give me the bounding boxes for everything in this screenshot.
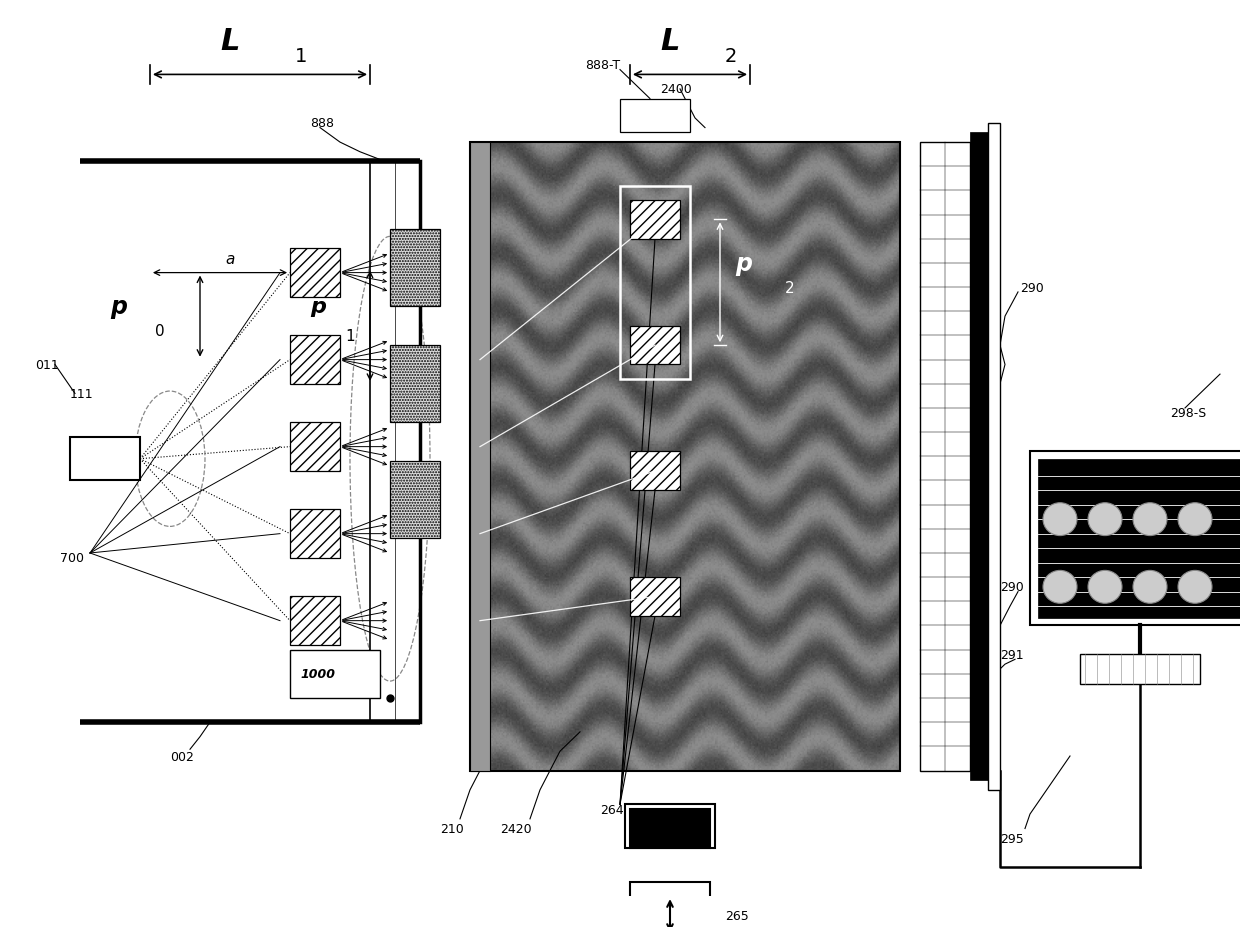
Circle shape: [1043, 503, 1078, 536]
Text: 265: 265: [725, 909, 749, 922]
Text: 011: 011: [35, 359, 58, 372]
Bar: [391, 346, 440, 423]
Bar: [290, 597, 340, 645]
Circle shape: [1087, 571, 1122, 603]
Bar: [630, 326, 680, 365]
Bar: [290, 650, 379, 698]
Text: 264: 264: [600, 803, 624, 816]
Text: 888: 888: [310, 117, 334, 130]
Bar: [391, 230, 440, 307]
Bar: [470, 143, 900, 770]
Bar: [970, 133, 988, 781]
Text: 1: 1: [295, 46, 308, 66]
Text: 290: 290: [999, 580, 1024, 593]
Text: L: L: [219, 27, 239, 56]
Text: 2: 2: [725, 46, 738, 66]
Text: 700: 700: [60, 552, 84, 565]
Text: 298-S: 298-S: [1171, 407, 1207, 420]
Bar: [470, 143, 490, 770]
Circle shape: [1133, 503, 1167, 536]
Bar: [1038, 460, 1240, 618]
Circle shape: [1087, 503, 1122, 536]
Text: 2400: 2400: [660, 83, 692, 96]
Text: 888-T: 888-T: [585, 59, 620, 72]
Bar: [290, 510, 340, 558]
Text: 2420: 2420: [500, 822, 532, 835]
Text: 2: 2: [785, 280, 795, 296]
Text: 0: 0: [155, 324, 165, 338]
Bar: [1080, 654, 1200, 684]
Text: L: L: [660, 27, 680, 56]
Bar: [391, 462, 440, 539]
Bar: [620, 186, 689, 379]
Bar: [630, 452, 680, 490]
Text: 1000: 1000: [300, 667, 335, 680]
Bar: [630, 201, 680, 239]
Text: 210: 210: [440, 822, 464, 835]
Text: a: a: [224, 251, 234, 266]
Bar: [988, 123, 999, 790]
Bar: [620, 99, 689, 133]
Circle shape: [1043, 571, 1078, 603]
Text: 1: 1: [345, 328, 355, 344]
Circle shape: [1178, 503, 1211, 536]
Bar: [630, 809, 711, 848]
Text: 295: 295: [999, 832, 1024, 844]
Text: 291: 291: [999, 648, 1024, 661]
Bar: [290, 249, 340, 298]
Text: 002: 002: [170, 750, 193, 763]
Bar: [720, 901, 790, 927]
Bar: [630, 882, 711, 927]
Text: 290: 290: [1021, 281, 1044, 294]
Text: p: p: [310, 298, 326, 317]
Text: p: p: [735, 251, 751, 275]
Bar: [630, 578, 680, 616]
Bar: [920, 143, 970, 770]
Bar: [69, 438, 140, 481]
Circle shape: [1178, 571, 1211, 603]
Text: 111: 111: [69, 387, 94, 400]
Bar: [290, 423, 340, 471]
Bar: [625, 805, 715, 848]
Text: p: p: [110, 295, 126, 319]
Bar: [1030, 452, 1240, 626]
Circle shape: [1133, 571, 1167, 603]
Bar: [290, 337, 340, 385]
